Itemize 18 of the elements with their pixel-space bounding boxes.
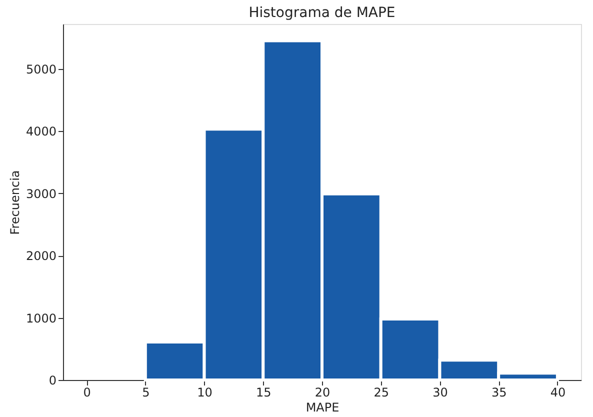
y-tick-label: 5000 xyxy=(26,62,56,76)
x-tick-label: 25 xyxy=(374,386,390,400)
x-tick-label: 40 xyxy=(550,386,566,400)
y-tick-label: 0 xyxy=(48,374,56,388)
x-tick-label: 15 xyxy=(256,386,272,400)
chart-title: Histograma de MAPE xyxy=(248,5,396,21)
x-tick-label: 30 xyxy=(432,386,448,400)
x-axis-title: MAPE xyxy=(306,400,340,414)
x-tick-label: 5 xyxy=(142,386,150,400)
y-tick-label: 4000 xyxy=(26,124,56,139)
x-tick-label: 10 xyxy=(197,386,212,400)
x-tick-label: 35 xyxy=(491,386,507,400)
x-tick-label: 20 xyxy=(314,386,330,400)
y-tick-label: 1000 xyxy=(26,311,56,326)
x-tick-label: 0 xyxy=(83,386,91,400)
y-tick-label: 3000 xyxy=(26,186,56,201)
y-axis-title: Frecuencia xyxy=(8,170,22,235)
y-tick-label: 2000 xyxy=(26,249,56,264)
